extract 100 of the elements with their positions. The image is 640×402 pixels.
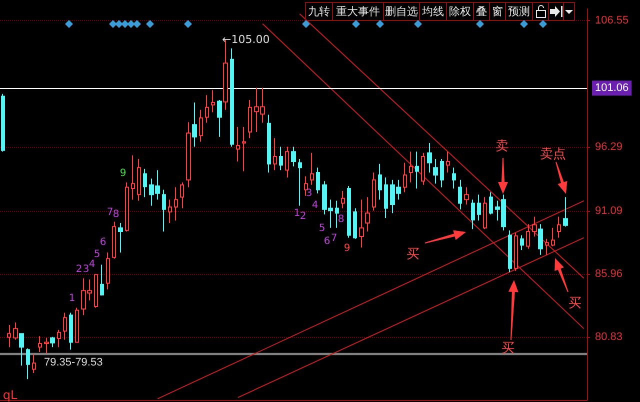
candlestick <box>347 186 351 238</box>
toolbar-button[interactable]: 窗 <box>489 2 506 21</box>
annotation: 6 <box>324 236 330 247</box>
candlestick <box>471 199 475 230</box>
candlestick <box>75 307 79 343</box>
annotation: 6 <box>100 237 106 248</box>
candlestick <box>378 163 382 200</box>
candlestick <box>180 182 184 209</box>
candlestick <box>563 196 568 228</box>
y-tick-label: 96.29 <box>595 140 623 153</box>
annotation: 8 <box>112 209 120 220</box>
candlestick <box>316 167 320 194</box>
candlestick <box>483 196 487 230</box>
band-label: 79.35-79.53 <box>44 356 103 368</box>
candlestick <box>217 99 222 138</box>
candlestick <box>304 176 308 196</box>
toolbar-button[interactable]: 预测 <box>505 2 533 21</box>
candlestick <box>174 186 178 221</box>
candlestick <box>452 167 456 190</box>
annotation: 9 <box>344 243 350 254</box>
annotation: 买 <box>568 296 582 311</box>
annotation: 1 <box>294 208 300 219</box>
annotation: 预测 <box>508 3 530 20</box>
annotation: 5 <box>94 249 100 260</box>
candlestick <box>526 224 530 250</box>
annotation: 2 <box>300 211 306 222</box>
candlestick <box>192 102 197 148</box>
candlestick <box>298 158 302 206</box>
candlestick <box>162 189 166 232</box>
candlestick <box>50 336 55 348</box>
candlestick <box>63 312 67 340</box>
candlestick <box>532 216 537 237</box>
candlestick <box>38 336 42 353</box>
candlestick <box>433 158 438 184</box>
annotation: 重大事件 <box>336 4 380 20</box>
candlestick <box>69 312 73 350</box>
annotation: 窗 <box>492 3 503 20</box>
candlestick <box>230 48 234 148</box>
candlestick <box>520 234 524 250</box>
candlestick <box>514 232 518 272</box>
candlestick <box>341 190 345 209</box>
annotation: 7 <box>106 207 114 218</box>
candlestick <box>365 196 370 232</box>
candlestick <box>372 172 376 212</box>
candlestick <box>291 146 296 167</box>
annotation: 卖 <box>496 139 508 154</box>
y-tick-label: 85.96 <box>595 268 623 280</box>
candlestick <box>168 199 172 224</box>
toolbar-button[interactable]: 重大事件 <box>332 2 384 21</box>
candlestick <box>279 146 283 171</box>
annotation: 卖点 <box>540 147 566 162</box>
toolbar-button[interactable]: 叠 <box>473 2 490 21</box>
annotation: 8 <box>338 214 344 225</box>
candlestick <box>57 329 61 348</box>
candlestick <box>384 176 388 219</box>
candlestick <box>557 216 561 238</box>
candlestick <box>489 192 493 215</box>
candlestick <box>236 126 240 162</box>
candlestick <box>458 179 462 210</box>
candlestick <box>446 151 450 174</box>
candlestick <box>285 146 289 178</box>
candlestick <box>186 122 191 188</box>
candlestick <box>353 208 357 240</box>
candlestick <box>508 230 512 273</box>
candlestick <box>32 354 36 374</box>
ref-line-label: 101.06 <box>595 82 629 94</box>
annotation: 1 <box>68 293 76 304</box>
y-tick-label: 91.09 <box>595 204 623 217</box>
candlestick <box>248 99 252 139</box>
annotation: qL <box>2 388 18 402</box>
toolbar-button[interactable]: 删自选 <box>383 2 420 21</box>
candlestick <box>440 158 444 188</box>
candlestick <box>310 152 314 186</box>
candlestick <box>415 151 419 190</box>
candlestick <box>551 227 555 247</box>
candlestick <box>477 194 481 221</box>
candlestick <box>26 348 30 380</box>
candlestick <box>359 199 364 248</box>
candlestick <box>7 324 11 348</box>
candlestick <box>19 333 24 366</box>
candlestick <box>545 238 549 256</box>
annotation: 5 <box>318 223 326 234</box>
toolbar-button[interactable]: 均线 <box>419 2 447 21</box>
candlestick <box>106 252 110 290</box>
candlestick <box>211 90 215 113</box>
candlestick <box>409 151 413 183</box>
annotation: 买 <box>502 341 514 356</box>
candlestick <box>94 274 98 308</box>
annotation: ←105.00 <box>222 33 270 46</box>
annotation: 9 <box>120 168 126 179</box>
toolbar-button[interactable]: 九转 <box>305 2 333 21</box>
annotation: 4 <box>88 259 96 270</box>
toolbar-button[interactable]: 除权 <box>446 2 474 21</box>
annotation: 买 <box>406 247 420 262</box>
y-tick-label: 106.55 <box>595 14 629 27</box>
annotation: 3 <box>306 188 312 199</box>
candlestick <box>273 138 277 171</box>
annotation: 均线 <box>422 3 444 20</box>
candlestick <box>131 154 135 200</box>
candlestick <box>421 152 425 186</box>
